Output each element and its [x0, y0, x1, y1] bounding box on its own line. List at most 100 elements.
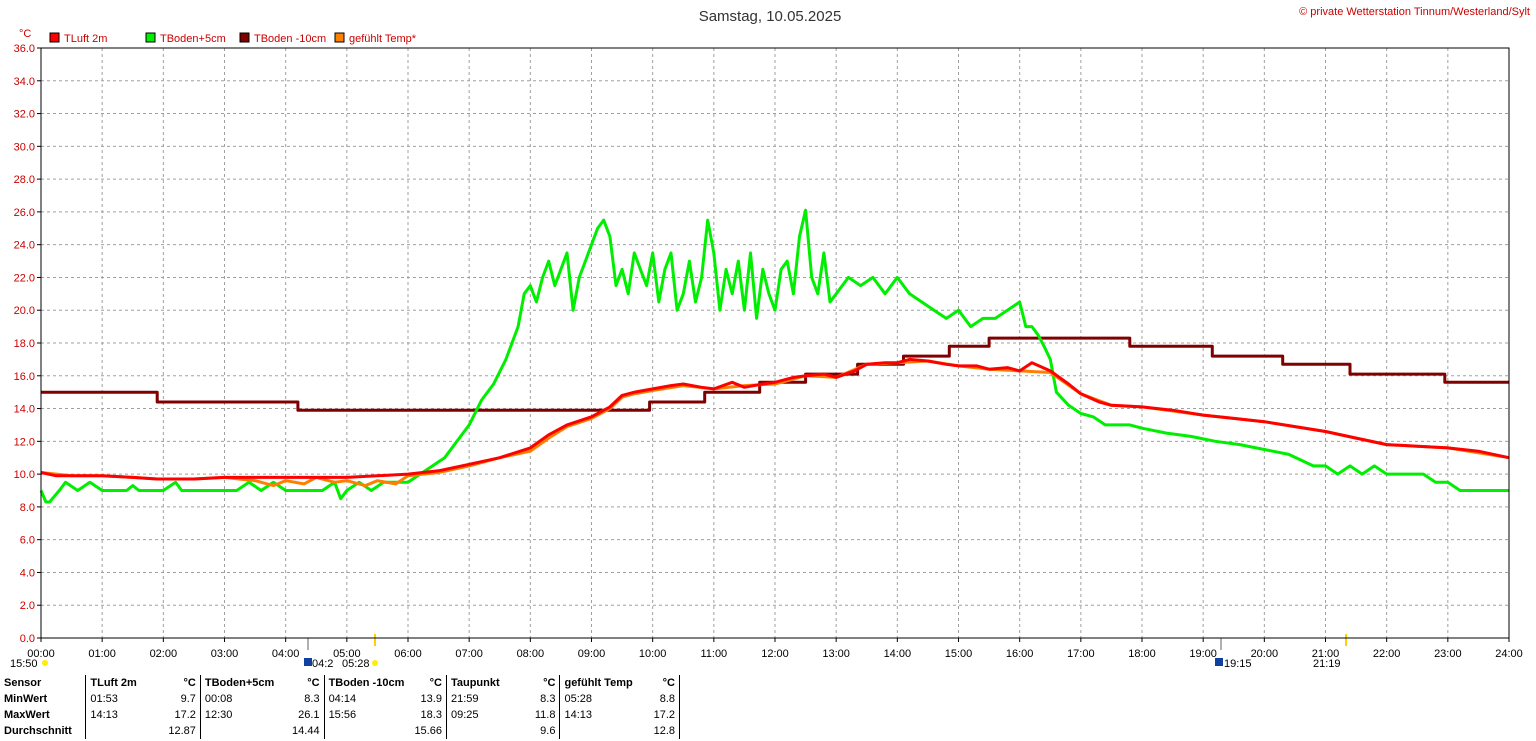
x-tick-label: 04:00 — [272, 648, 300, 660]
sun-marker-dot — [42, 660, 48, 666]
stats-cell: 17.2 — [174, 709, 196, 721]
stats-header: °C — [642, 675, 680, 691]
sun-marker-sunrise-label: 05:28 — [342, 658, 370, 670]
stats-cell: 12.87 — [168, 725, 196, 737]
y-tick-label: 14.0 — [14, 404, 35, 416]
stats-cell: 11.8 — [534, 709, 556, 721]
stats-cell: 05:28 — [559, 691, 643, 707]
legend-swatch — [334, 32, 345, 43]
legend-label: TBoden -10cm — [254, 33, 326, 45]
y-tick-label: 16.0 — [14, 371, 35, 383]
stats-cell: 15.66 — [414, 725, 442, 737]
stats-header: TLuft 2m — [85, 675, 155, 691]
sun-marker-dawn-label: 04:2 — [312, 658, 333, 670]
stats-cell: 8.8 — [642, 691, 680, 707]
y-tick-label: 22.0 — [14, 272, 35, 284]
chart-grid — [41, 48, 1509, 638]
temperature-chart: Samstag, 10.05.2025 © private Wetterstat… — [10, 6, 1530, 670]
y-tick-label: 30.0 — [14, 141, 35, 153]
copyright-label: © private Wetterstation Tinnum/Westerlan… — [1299, 6, 1530, 18]
stats-header: gefühlt Temp — [559, 675, 643, 691]
stats-header: TBoden -10cm — [323, 675, 409, 691]
y-tick-label: 32.0 — [14, 109, 35, 121]
x-tick-label: 21:00 — [1312, 648, 1340, 660]
y-tick-label: 8.0 — [20, 502, 35, 514]
stats-header: °C — [543, 677, 556, 689]
x-tick-label: 05:00 — [333, 648, 361, 660]
stats-header: °C — [307, 677, 320, 689]
stats-header: °C — [429, 677, 442, 689]
stats-cell: 01:53 — [85, 691, 155, 707]
stats-header: Sensor — [4, 677, 42, 689]
y-tick-label: 24.0 — [14, 240, 35, 252]
stats-row-label: Durchschnitt — [4, 725, 72, 737]
x-tick-label: 12:00 — [761, 648, 789, 660]
stats-cell — [85, 723, 155, 739]
y-tick-label: 4.0 — [20, 567, 35, 579]
y-tick-label: 26.0 — [14, 207, 35, 219]
moon-marker-icon — [1215, 658, 1223, 666]
stats-cell: 09:25 — [445, 707, 519, 723]
x-tick-label: 00:00 — [27, 648, 55, 660]
legend-swatch — [145, 32, 156, 43]
stats-cell: 13.9 — [420, 693, 442, 705]
legend-swatch — [239, 32, 250, 43]
sun-marker-dusk-label: 21:19 — [1313, 658, 1341, 670]
x-tick-label: 22:00 — [1373, 648, 1401, 660]
y-axis-ticks: 0.0 2.0 4.0 6.0 8.0 10.0 12.0 14.0 16.0 18.0 20.0 2… — [14, 43, 41, 645]
stats-cell: 9.7 — [180, 693, 196, 705]
y-tick-label: 10.0 — [14, 469, 35, 481]
legend-label: TLuft 2m — [64, 33, 107, 45]
stats-cell: 14:13 — [85, 707, 155, 723]
stats-cell: 17.2 — [642, 707, 680, 723]
stats-cell: 8.3 — [540, 693, 556, 705]
x-tick-label: 14:00 — [884, 648, 912, 660]
stats-row-label: MaxWert — [4, 709, 50, 721]
chart-title: Samstag, 10.05.2025 — [699, 8, 842, 25]
x-tick-label: 11:00 — [700, 648, 727, 660]
sun-markers: 15:50 04:2 05:28 19:15 21:19 — [10, 634, 1347, 670]
stats-cell — [199, 723, 279, 739]
x-tick-label: 20:00 — [1251, 648, 1279, 660]
stats-cell: 00:08 — [199, 691, 279, 707]
stats-cell: 12.8 — [642, 723, 680, 739]
x-tick-label: 23:00 — [1434, 648, 1462, 660]
stats-cell: 12:30 — [199, 707, 279, 723]
stats-cell: 18.3 — [420, 709, 442, 721]
x-tick-label: 19:00 — [1189, 648, 1217, 660]
stats-header-row: Sensor TLuft 2m °C TBoden+5cm °C TBoden … — [0, 675, 680, 691]
y-tick-label: 20.0 — [14, 305, 35, 317]
y-tick-label: 36.0 — [14, 43, 35, 55]
x-tick-label: 01:00 — [88, 648, 116, 660]
legend-label: gefühlt Temp* — [349, 33, 417, 45]
sun-marker-label-left: 15:50 — [10, 658, 38, 670]
stats-cell: 14.44 — [292, 725, 320, 737]
y-tick-label: 6.0 — [20, 535, 35, 547]
stats-cell — [323, 723, 409, 739]
y-tick-label: 12.0 — [14, 436, 35, 448]
x-tick-label: 06:00 — [394, 648, 422, 660]
stats-cell: 04:14 — [323, 691, 409, 707]
series-line-tluft-2m — [40, 357, 1510, 481]
y-tick-label: 2.0 — [20, 600, 35, 612]
x-tick-label: 02:00 — [150, 648, 178, 660]
stats-header: °C — [183, 677, 196, 689]
stats-row-max: MaxWert 14:13 17.2 12:30 26.1 15:56 18.3… — [0, 707, 680, 723]
stats-cell: 8.3 — [304, 693, 320, 705]
x-tick-label: 07:00 — [455, 648, 483, 660]
chart-legend: TLuft 2m TBoden+5cm TBoden -10cm gefühlt Te… — [49, 32, 417, 45]
x-tick-label: 09:00 — [578, 648, 606, 660]
y-tick-label: 28.0 — [14, 174, 35, 186]
stats-cell — [559, 723, 643, 739]
x-tick-label: 16:00 — [1006, 648, 1034, 660]
x-axis-ticks: 00:00 01:00 02:00 03:00 04:00 05:00 06:00 07:00… — [27, 638, 1523, 660]
stats-cell — [445, 723, 519, 739]
series-line-tboden-10cm — [41, 336, 1509, 412]
moon-marker-icon — [304, 658, 312, 666]
stats-header: TBoden+5cm — [199, 675, 279, 691]
y-tick-label: 18.0 — [14, 338, 35, 350]
series-line-tboden-5cm — [39, 208, 1509, 504]
x-tick-label: 15:00 — [945, 648, 973, 660]
x-tick-label: 08:00 — [517, 648, 545, 660]
x-tick-label: 24:00 — [1495, 648, 1523, 660]
